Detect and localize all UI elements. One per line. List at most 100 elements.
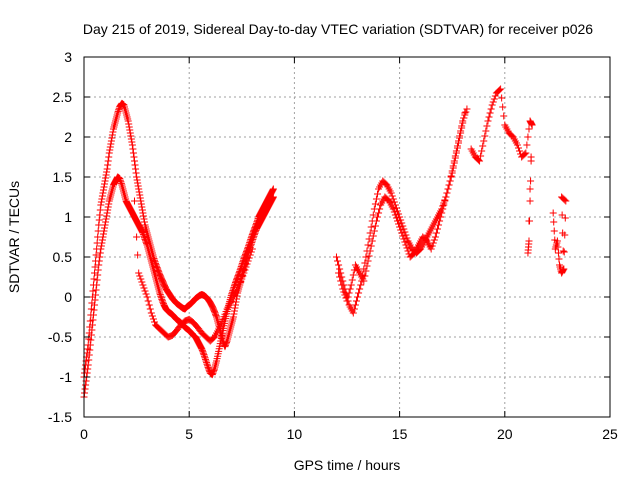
data-point [553, 237, 561, 245]
data-point [99, 230, 107, 238]
data-point [459, 119, 467, 127]
data-point [127, 132, 135, 140]
data-point [436, 217, 444, 225]
data-point [87, 331, 95, 339]
data-point [98, 195, 106, 203]
y-tick-label: -1.5 [48, 409, 72, 425]
y-tick-label: -0.5 [48, 329, 72, 345]
data-point [202, 357, 210, 365]
data-point [149, 315, 157, 323]
data-point [133, 233, 141, 241]
data-point [452, 149, 460, 157]
data-point [559, 266, 567, 274]
data-point [105, 153, 113, 161]
data-point [453, 144, 461, 152]
data-point [238, 259, 246, 267]
data-point [238, 261, 246, 269]
data-series [335, 109, 469, 305]
data-point [83, 369, 91, 377]
data-point [399, 232, 407, 240]
data-point [136, 272, 144, 280]
data-point [93, 281, 101, 289]
data-point [129, 149, 137, 157]
x-tick-label: 15 [392, 426, 408, 442]
data-point [130, 197, 138, 205]
data-point [140, 284, 148, 292]
data-point [139, 281, 147, 289]
data-point [117, 178, 125, 186]
data-point [99, 189, 107, 197]
data-point [242, 263, 250, 271]
data-point [93, 276, 101, 284]
data-point [88, 321, 96, 329]
data-point [129, 145, 137, 153]
data-point [550, 227, 558, 235]
data-point [101, 177, 109, 185]
data-point [352, 297, 360, 305]
y-tick-label: 2.5 [53, 89, 73, 105]
data-point [455, 139, 463, 147]
data-point [134, 179, 142, 187]
data-point [106, 146, 114, 154]
data-point [525, 125, 533, 133]
data-point [247, 235, 255, 243]
data-point [101, 221, 109, 229]
data-point [336, 265, 344, 273]
data-point [482, 127, 490, 135]
data-point [365, 252, 373, 260]
data-point [200, 352, 208, 360]
data-point [229, 313, 237, 321]
data-point [497, 85, 505, 93]
data-point [486, 109, 494, 117]
data-point [108, 131, 116, 139]
data-point [364, 241, 372, 249]
data-series [130, 197, 256, 345]
data-point [401, 228, 409, 236]
data-point [128, 138, 136, 146]
data-point [489, 98, 497, 106]
data-point [204, 362, 212, 370]
chart-title: Day 215 of 2019, Sidereal Day-to-day VTE… [83, 21, 593, 37]
data-point [97, 201, 105, 209]
data-point [366, 229, 374, 237]
data-point [437, 213, 445, 221]
data-point [522, 149, 530, 157]
data-point [447, 173, 455, 181]
data-point [156, 291, 164, 299]
data-point [114, 109, 122, 117]
data-point [248, 245, 256, 253]
data-point [444, 185, 452, 193]
data-point [247, 234, 255, 242]
data-point [484, 117, 492, 125]
data-point [374, 213, 382, 221]
data-point [137, 200, 145, 208]
data-point [449, 164, 457, 172]
data-point [85, 351, 93, 359]
data-point [514, 144, 522, 152]
data-point [336, 273, 344, 281]
data-point [116, 176, 124, 184]
data-point [128, 141, 136, 149]
data-point [239, 256, 247, 264]
data-point [239, 258, 247, 266]
data-point [555, 255, 563, 263]
data-point [135, 269, 143, 277]
data-point [393, 207, 401, 215]
data-point [139, 212, 147, 220]
data-point [403, 244, 411, 252]
data-point [238, 275, 246, 283]
data-point [448, 169, 456, 177]
data-point [104, 161, 112, 169]
data-point [103, 168, 111, 176]
data-point [105, 200, 113, 208]
data-point [429, 239, 437, 247]
data-point [438, 209, 446, 217]
data-point [95, 216, 103, 224]
data-point [350, 305, 358, 313]
data-point [337, 277, 345, 285]
data-point [364, 257, 372, 265]
data-point [525, 237, 533, 245]
data-point [354, 293, 362, 301]
data-point [84, 365, 92, 373]
data-point [488, 101, 496, 109]
